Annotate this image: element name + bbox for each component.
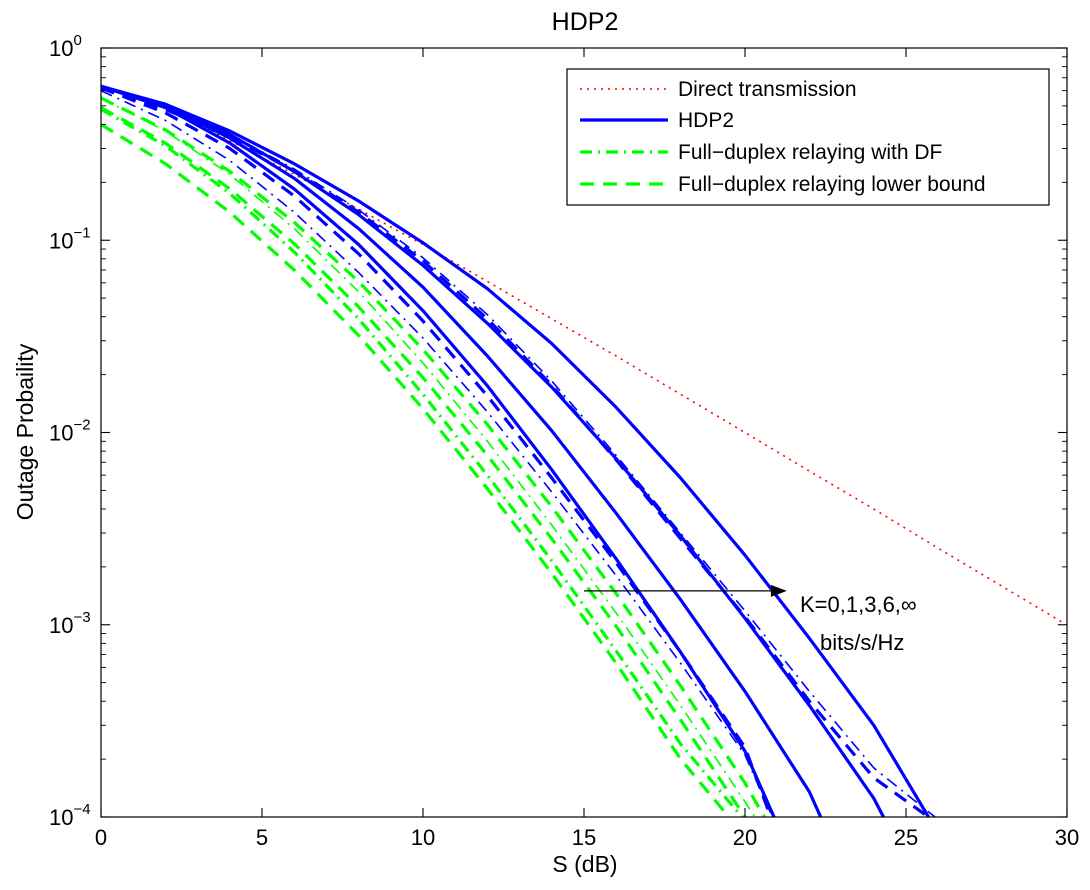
series-line-13-dashed: [101, 96, 766, 817]
y-tick-label: 10−1: [49, 224, 91, 253]
legend: Direct transmission HDP2 Full−duplex rel…: [566, 68, 1050, 206]
tick-layer: 0 5 10 15 20 25 30 100 10−1 10−2 10−3 10−4: [49, 32, 1079, 850]
series-line-7-dashdot: [101, 86, 936, 817]
y-tick-label: 100: [49, 32, 82, 61]
y-tick-label: 10−4: [49, 801, 91, 830]
series-line-12-dashed: [101, 106, 747, 817]
annotation-text-units: bits/s/Hz: [820, 630, 904, 655]
x-tick-label: 25: [894, 825, 918, 850]
legend-label-hdp2: HDP2: [678, 109, 734, 132]
legend-label-direct-transmission: Direct transmission: [678, 78, 857, 101]
x-axis-label: S (dB): [552, 851, 617, 877]
x-tick-label: 30: [1055, 825, 1079, 850]
series-line-4-solid: [101, 84, 930, 817]
legend-box: [566, 68, 1050, 206]
annotation-text-k: K=0,1,3,6,∞: [800, 592, 917, 617]
x-tick-label: 5: [256, 825, 268, 850]
x-tick-label: 20: [733, 825, 757, 850]
x-tick-label: 10: [411, 825, 435, 850]
chart-title: HDP2: [552, 8, 619, 36]
x-tick-label: 15: [572, 825, 596, 850]
series-line-5-dashed: [101, 86, 773, 817]
y-tick-label: 10−3: [49, 609, 91, 638]
series-line-6-dashed: [101, 85, 930, 817]
x-tick-label: 0: [95, 825, 107, 850]
annotation: K=0,1,3,6,∞ bits/s/Hz: [584, 584, 917, 655]
series-line-10-dashdot: [101, 97, 756, 817]
legend-label-full-duplex-lower-bound: Full−duplex relaying lower bound: [678, 173, 986, 196]
series-line-9-dashdot: [101, 107, 744, 817]
y-tick-label: 10−2: [49, 417, 91, 446]
series-layer: [101, 84, 1065, 817]
series-line-11-dashed: [101, 123, 731, 817]
legend-label-full-duplex-df: Full−duplex relaying with DF: [678, 141, 942, 164]
series-line-8-dashdot: [101, 89, 774, 817]
y-axis-label: Outage Probaility: [12, 343, 38, 520]
annotation-arrowhead: [770, 584, 787, 597]
